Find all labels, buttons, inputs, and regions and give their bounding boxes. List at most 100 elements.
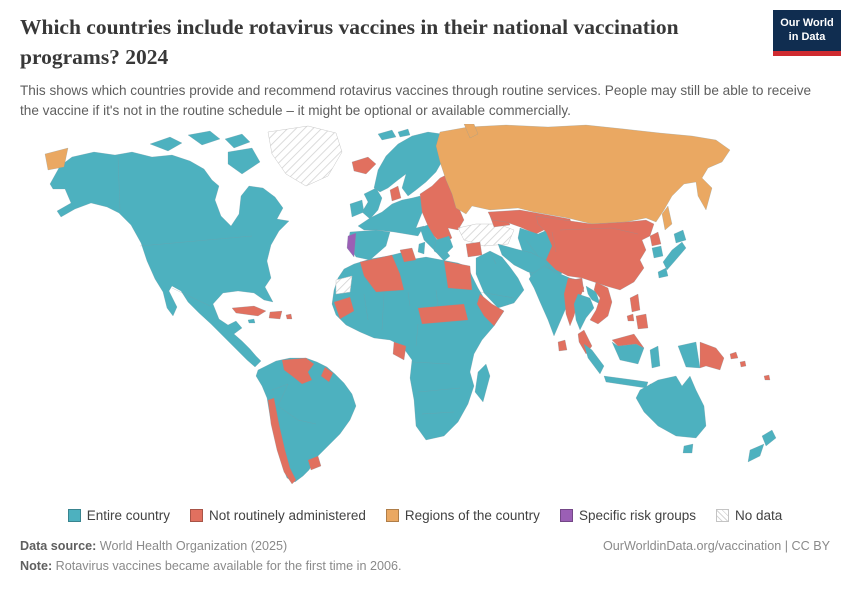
region-madagascar[interactable]: [474, 363, 491, 402]
legend-swatch-no-data: [715, 508, 729, 522]
region-laos[interactable]: [585, 285, 601, 304]
region-egypt[interactable]: [443, 260, 473, 290]
note-line: Note: Rotavirus vaccines became availabl…: [20, 559, 401, 573]
legend-swatch-regions-of-country: [385, 508, 399, 522]
border-us-canada: [139, 235, 253, 246]
region-tunisia[interactable]: [399, 247, 417, 262]
region-central-africa[interactable]: [417, 303, 469, 324]
region-cuba[interactable]: [231, 305, 267, 316]
legend-item-regions-of-country[interactable]: Regions of the country: [385, 508, 540, 523]
region-svalbard[interactable]: [397, 128, 411, 137]
region-svalbard[interactable]: [377, 129, 397, 140]
region-japan[interactable]: [657, 267, 669, 278]
region-new-zealand[interactable]: [761, 429, 777, 446]
map-legend: Entire country Not routinely administere…: [0, 508, 850, 523]
region-arctic-islands[interactable]: [187, 130, 221, 145]
region-venezuela[interactable]: [281, 357, 315, 384]
region-arctic-islands[interactable]: [149, 136, 183, 151]
region-gabon[interactable]: [392, 341, 407, 360]
region-australia[interactable]: [635, 375, 707, 438]
region-western-sahara[interactable]: [335, 275, 353, 294]
region-suriname[interactable]: [320, 366, 334, 382]
legend-item-not-routinely-administered[interactable]: Not routinely administered: [190, 508, 366, 523]
region-north-korea[interactable]: [649, 231, 662, 246]
region-guinea[interactable]: [333, 296, 355, 319]
region-eastern-europe[interactable]: [419, 173, 465, 244]
border-us-mexico: [171, 287, 211, 306]
region-indonesia-java[interactable]: [603, 375, 649, 388]
region-fiji[interactable]: [763, 374, 771, 380]
region-vietnam-cambodia[interactable]: [589, 281, 613, 324]
owid-logo[interactable]: Our World in Data: [773, 10, 841, 56]
note-text: Rotavirus vaccines became available for …: [52, 558, 402, 573]
region-philippines[interactable]: [629, 293, 641, 312]
region-indonesia-papua[interactable]: [677, 341, 701, 368]
region-south-korea[interactable]: [651, 245, 664, 258]
region-indonesia-sumatra[interactable]: [583, 343, 605, 374]
region-thailand[interactable]: [573, 293, 595, 330]
region-new-zealand[interactable]: [747, 443, 765, 462]
region-scandinavia[interactable]: [373, 131, 449, 196]
region-hispaniola[interactable]: [268, 310, 283, 319]
region-chile[interactable]: [267, 397, 297, 484]
border-arabia: [479, 251, 515, 298]
world-map: [20, 123, 850, 504]
owid-link[interactable]: OurWorldinData.org/vaccination | CC BY: [602, 538, 830, 553]
owid-logo-line1: Our World: [780, 17, 834, 29]
border-alaska-canada: [117, 155, 121, 210]
region-malaysia-borneo[interactable]: [611, 333, 645, 348]
region-portugal[interactable]: [346, 232, 357, 257]
region-russia[interactable]: [435, 124, 731, 224]
note-label: Note:: [20, 558, 53, 573]
region-syria[interactable]: [465, 241, 483, 257]
legend-item-specific-risk-groups[interactable]: Specific risk groups: [559, 508, 696, 523]
legend-label: No data: [734, 507, 783, 523]
region-ireland[interactable]: [349, 199, 365, 217]
region-solomon-islands[interactable]: [739, 360, 747, 367]
region-denmark[interactable]: [389, 185, 402, 201]
region-baffin-island[interactable]: [227, 147, 261, 174]
data-source-label: Data source:: [20, 538, 97, 553]
region-japan[interactable]: [673, 229, 687, 243]
border-south-america: [271, 383, 317, 424]
region-russia-sakhalin[interactable]: [661, 205, 673, 230]
legend-item-entire-country[interactable]: Entire country: [67, 508, 170, 523]
region-china-mongolia[interactable]: [535, 215, 655, 290]
region-turkey[interactable]: [457, 223, 515, 246]
region-iceland[interactable]: [351, 156, 377, 174]
region-myanmar[interactable]: [563, 277, 585, 326]
legend-label: Not routinely administered: [209, 507, 366, 523]
region-arabian-peninsula[interactable]: [475, 250, 525, 308]
region-solomon-islands[interactable]: [729, 351, 739, 359]
region-philippines[interactable]: [626, 313, 635, 321]
region-western-europe[interactable]: [357, 195, 425, 236]
region-papua-new-guinea[interactable]: [699, 341, 725, 370]
region-north-america[interactable]: [49, 151, 290, 367]
region-sri-lanka[interactable]: [557, 339, 568, 351]
owid-logo-line2: in Data: [788, 31, 826, 44]
region-algeria[interactable]: [359, 254, 405, 292]
region-indonesia-sulawesi[interactable]: [649, 345, 661, 368]
region-russia-chukotka[interactable]: [44, 147, 69, 170]
region-arctic-islands[interactable]: [224, 133, 251, 148]
region-jamaica[interactable]: [247, 318, 256, 323]
data-source-line: Data source: World Health Organization (…: [20, 539, 287, 553]
world-map-svg: [44, 123, 777, 484]
region-greece[interactable]: [433, 235, 454, 257]
region-tasmania[interactable]: [682, 443, 694, 453]
region-philippines[interactable]: [635, 313, 649, 329]
border-central-asia: [525, 231, 557, 274]
legend-item-no-data[interactable]: No data: [715, 507, 783, 523]
chart-footer: Data source: World Health Organization (…: [0, 539, 850, 573]
region-novaya-zemlya[interactable]: [463, 123, 479, 138]
region-puerto-rico[interactable]: [285, 313, 293, 319]
region-japan[interactable]: [662, 241, 687, 270]
border-africa-west: [363, 289, 461, 414]
region-united-kingdom[interactable]: [361, 187, 383, 219]
legend-swatch-entire-country: [67, 508, 81, 522]
region-africa[interactable]: [331, 251, 505, 440]
region-sardinia[interactable]: [417, 241, 426, 254]
region-greenland[interactable]: [267, 125, 343, 186]
region-uruguay[interactable]: [307, 455, 322, 470]
region-somalia[interactable]: [476, 293, 505, 326]
